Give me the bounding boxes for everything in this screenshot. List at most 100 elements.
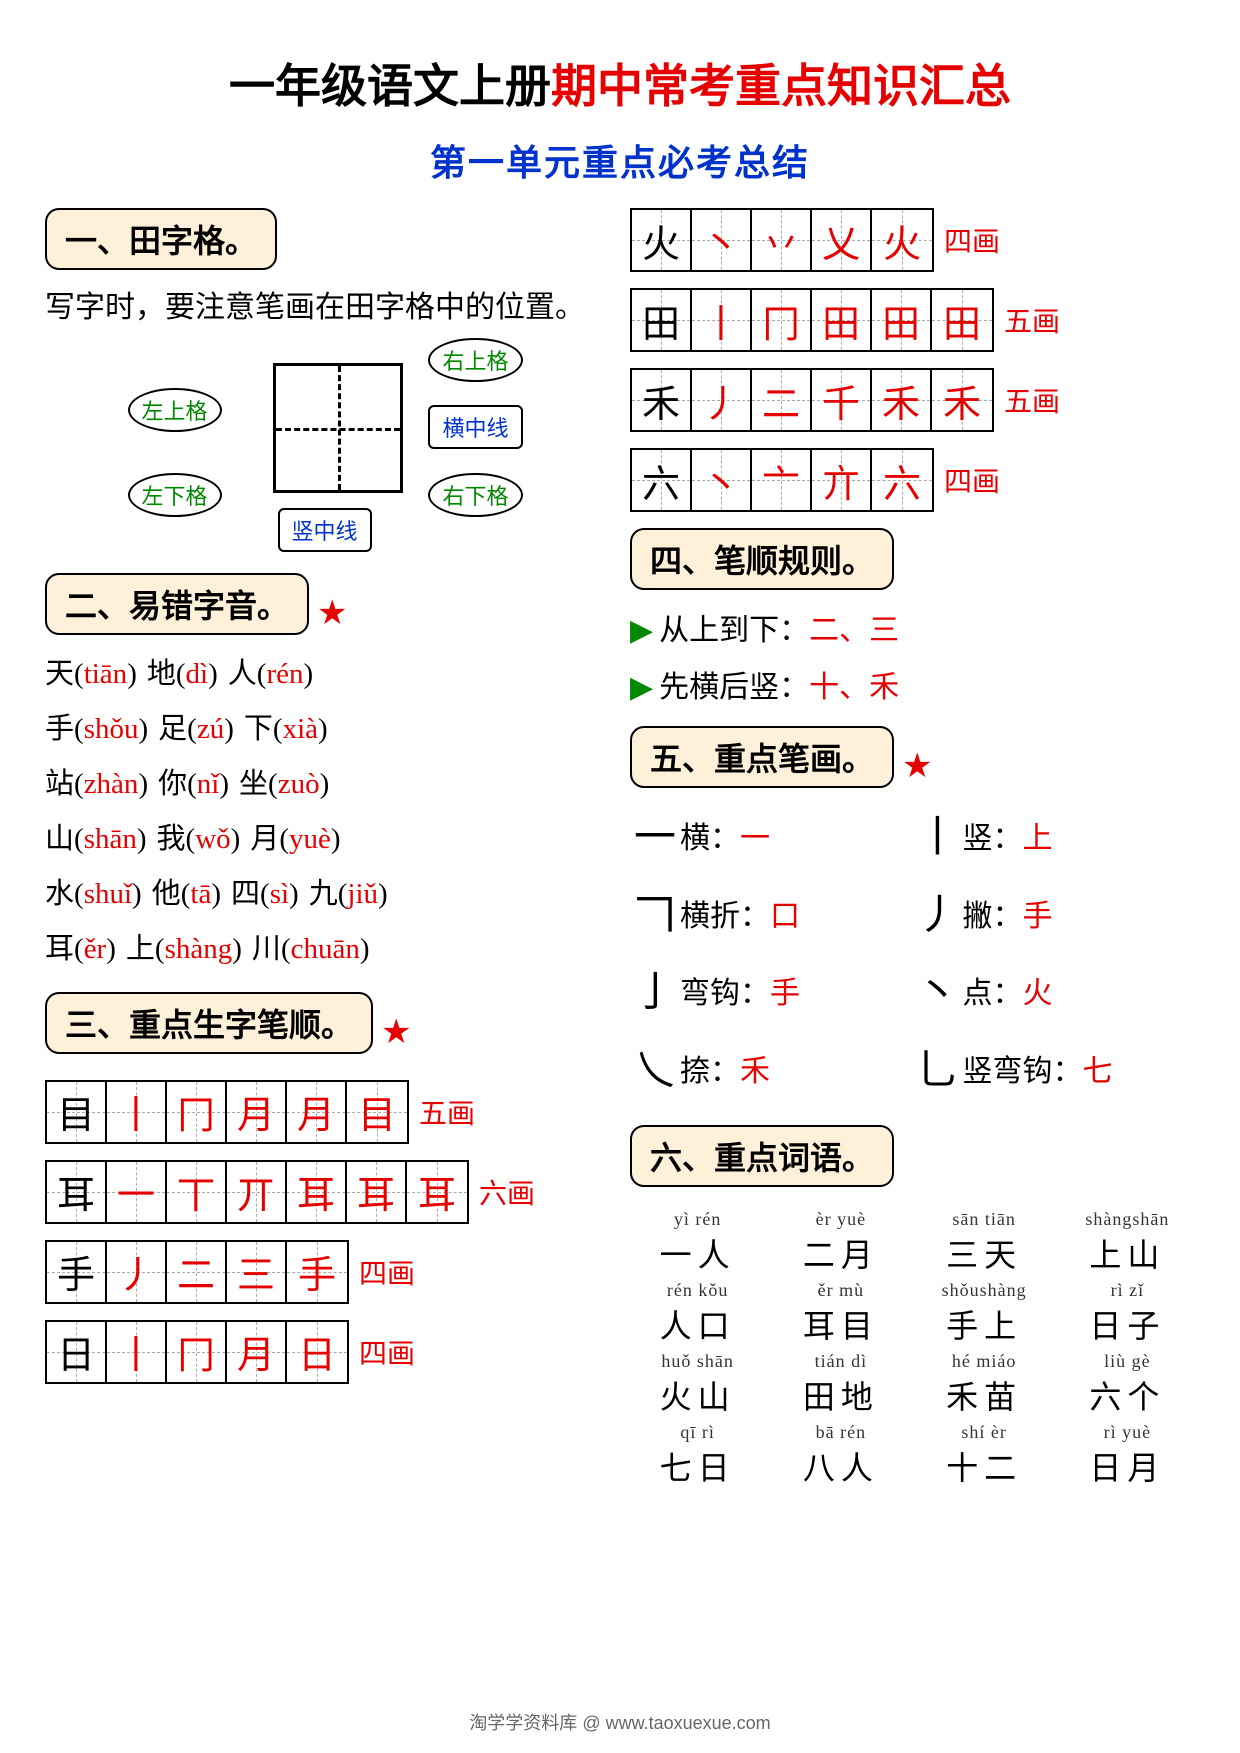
stroke-cell: 耳 bbox=[287, 1162, 347, 1222]
word-item: shàngshān上山 bbox=[1060, 1209, 1195, 1276]
word-item: bā rén八人 bbox=[773, 1422, 908, 1489]
stroke-cell: 丅 bbox=[167, 1162, 227, 1222]
word-item: huǒ shān火山 bbox=[630, 1351, 765, 1418]
label-vline: 竖中线 bbox=[278, 508, 372, 552]
word-item: shǒushàng手上 bbox=[917, 1280, 1052, 1347]
pinyin-item: 他(tā) bbox=[152, 867, 221, 922]
stroke-name-row: 𠃍横折：口丿撇：手 bbox=[630, 878, 1195, 956]
word-item: rì zǐ日子 bbox=[1060, 1280, 1195, 1347]
pinyin-item: 四(sì) bbox=[231, 867, 299, 922]
pinyin-item: 地(dì) bbox=[147, 647, 218, 702]
pinyin-item: 上(shàng) bbox=[126, 922, 242, 977]
pinyin-list: 天(tiān)地(dì)人(rén)手(shǒu)足(zú)下(xià)站(zh… bbox=[45, 647, 610, 978]
stroke-cell: 耳 bbox=[407, 1162, 467, 1222]
rules-list: ▶从上到下：二、三▶先横后竖：十、禾 bbox=[630, 602, 1195, 716]
words-grid: yì rén一人èr yuè二月sān tiān三天shàngshān上山rén… bbox=[630, 1209, 1195, 1489]
stroke-cell: 月 bbox=[227, 1082, 287, 1142]
stroke-cell: 耳 bbox=[347, 1162, 407, 1222]
pinyin-item: 山(shān) bbox=[45, 812, 147, 867]
stroke-cell: 冂 bbox=[752, 290, 812, 350]
star-icon: ★ bbox=[902, 748, 932, 785]
pinyin-item: 足(zú) bbox=[158, 702, 234, 757]
stroke-cell: 手 bbox=[287, 1242, 347, 1302]
section-5-header: 五、重点笔画。 bbox=[630, 726, 894, 788]
word-item: tián dì田地 bbox=[773, 1351, 908, 1418]
stroke-cell: 亠 bbox=[752, 450, 812, 510]
main-title: 一年级语文上册期中常考重点知识汇总 bbox=[45, 50, 1195, 116]
stroke-cell: 田 bbox=[632, 290, 692, 350]
stroke-cell: 乂 bbox=[812, 210, 872, 270]
stroke-cell: 月 bbox=[227, 1322, 287, 1382]
stroke-count: 四画 bbox=[359, 1252, 415, 1292]
stroke-cell: 禾 bbox=[632, 370, 692, 430]
stroke-cell: 千 bbox=[812, 370, 872, 430]
stroke-row: 耳一丅丌耳耳耳六画 bbox=[45, 1160, 610, 1224]
footer: 淘学学资料库 @ www.taoxuexue.com bbox=[0, 1709, 1240, 1735]
word-item: èr yuè二月 bbox=[773, 1209, 908, 1276]
stroke-cell: 丿 bbox=[692, 370, 752, 430]
stroke-count: 五画 bbox=[419, 1092, 475, 1132]
stroke-count: 五画 bbox=[1004, 300, 1060, 340]
stroke-cell: 二 bbox=[167, 1242, 227, 1302]
word-item: sān tiān三天 bbox=[917, 1209, 1052, 1276]
stroke-cell: 冂 bbox=[167, 1322, 227, 1382]
pinyin-item: 水(shuǐ) bbox=[45, 867, 142, 922]
stroke-cell: 田 bbox=[932, 290, 992, 350]
stroke-row: 火丶丷乂火四画 bbox=[630, 208, 1195, 272]
stroke-row: 禾丿二千禾禾五画 bbox=[630, 368, 1195, 432]
section-3-header: 三、重点生字笔顺。 bbox=[45, 992, 373, 1054]
subtitle: 第一单元重点必考总结 bbox=[45, 134, 1195, 186]
stroke-count: 六画 bbox=[479, 1172, 535, 1212]
stroke-cell: 丨 bbox=[107, 1322, 167, 1382]
label-tl: 左上格 bbox=[128, 388, 222, 432]
stroke-cell: 日 bbox=[287, 1322, 347, 1382]
stroke-cell: 一 bbox=[107, 1162, 167, 1222]
grid-diagram: 左上格 右上格 左下格 右下格 横中线 竖中线 bbox=[148, 343, 508, 553]
pinyin-item: 手(shǒu) bbox=[45, 702, 148, 757]
section-1-text: 写字时，要注意笔画在田字格中的位置。 bbox=[45, 282, 610, 333]
stroke-cell: 月 bbox=[287, 1082, 347, 1142]
word-item: hé miáo禾苗 bbox=[917, 1351, 1052, 1418]
stroke-name-row: 乀捺：禾乚竖弯钩：七 bbox=[630, 1033, 1195, 1111]
word-item: qī rì七日 bbox=[630, 1422, 765, 1489]
stroke-cell: 日 bbox=[47, 1322, 107, 1382]
label-bl: 左下格 bbox=[128, 473, 222, 517]
stroke-cell: 丶 bbox=[692, 450, 752, 510]
pinyin-item: 我(wǒ) bbox=[157, 812, 241, 867]
label-hline: 横中线 bbox=[428, 405, 522, 449]
left-column: 一、田字格。 写字时，要注意笔画在田字格中的位置。 左上格 右上格 左下格 右下… bbox=[45, 208, 610, 1489]
stroke-row: 手丿二三手四画 bbox=[45, 1240, 610, 1304]
pinyin-item: 站(zhàn) bbox=[45, 757, 148, 812]
stroke-row: 六丶亠亣六四画 bbox=[630, 448, 1195, 512]
stroke-cell: 丶 bbox=[692, 210, 752, 270]
right-column: 火丶丷乂火四画田丨冂田田田五画禾丿二千禾禾五画六丶亠亣六四画 四、笔顺规则。 ▶… bbox=[630, 208, 1195, 1489]
stroke-count: 五画 bbox=[1004, 380, 1060, 420]
stroke-cell: 目 bbox=[47, 1082, 107, 1142]
star-icon: ★ bbox=[317, 595, 347, 632]
stroke-names: 一横：一丨竖：上𠃍横折：口丿撇：手亅弯钩：手丶点：火乀捺：禾乚竖弯钩：七 bbox=[630, 800, 1195, 1111]
word-item: liù gè六个 bbox=[1060, 1351, 1195, 1418]
stroke-cell: 三 bbox=[227, 1242, 287, 1302]
rule-line: ▶先横后竖：十、禾 bbox=[630, 659, 1195, 716]
stroke-cell: 亣 bbox=[812, 450, 872, 510]
pinyin-item: 坐(zuò) bbox=[239, 757, 329, 812]
pinyin-item: 人(rén) bbox=[228, 647, 313, 702]
stroke-cell: 禾 bbox=[872, 370, 932, 430]
stroke-cell: 丨 bbox=[107, 1082, 167, 1142]
pinyin-item: 天(tiān) bbox=[45, 647, 137, 702]
stroke-count: 四画 bbox=[359, 1332, 415, 1372]
word-item: rén kǒu人口 bbox=[630, 1280, 765, 1347]
stroke-cell: 目 bbox=[347, 1082, 407, 1142]
section-6-header: 六、重点词语。 bbox=[630, 1125, 894, 1187]
stroke-cell: 丷 bbox=[752, 210, 812, 270]
word-item: rì yuè日月 bbox=[1060, 1422, 1195, 1489]
stroke-name-row: 亅弯钩：手丶点：火 bbox=[630, 955, 1195, 1033]
pinyin-item: 九(jiǔ) bbox=[309, 867, 388, 922]
stroke-cell: 丨 bbox=[692, 290, 752, 350]
stroke-count: 四画 bbox=[944, 460, 1000, 500]
section-1-header: 一、田字格。 bbox=[45, 208, 277, 270]
section-2-header: 二、易错字音。 bbox=[45, 573, 309, 635]
rule-line: ▶从上到下：二、三 bbox=[630, 602, 1195, 659]
stroke-cell: 丿 bbox=[107, 1242, 167, 1302]
section-4-header: 四、笔顺规则。 bbox=[630, 528, 894, 590]
